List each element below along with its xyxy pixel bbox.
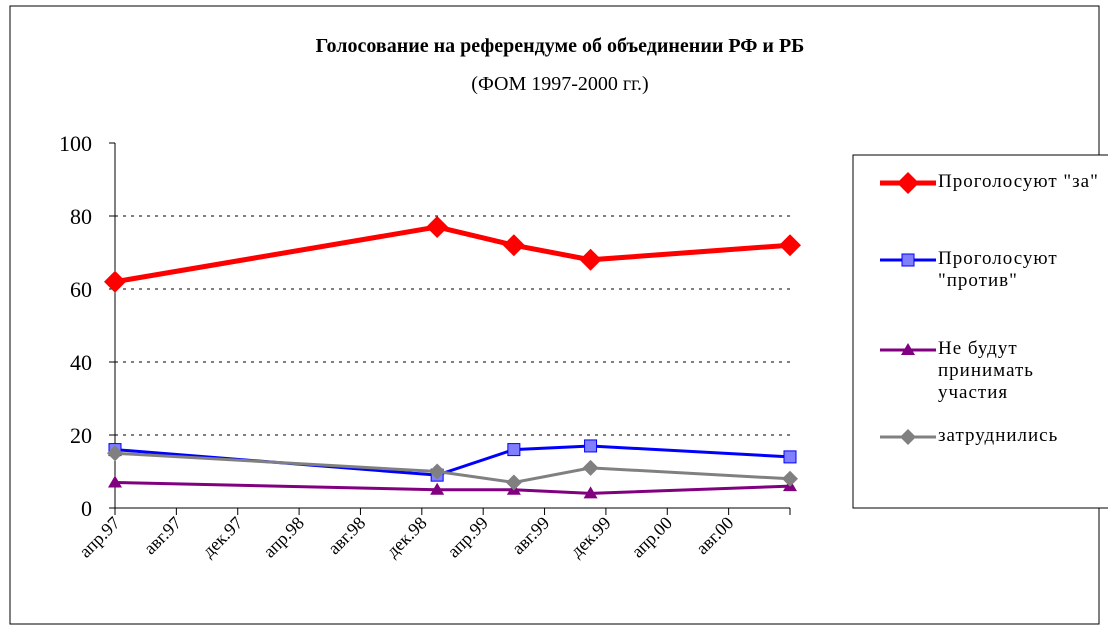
legend-label: Не будут принимать участия xyxy=(938,338,1034,403)
legend-label: затруднились xyxy=(938,425,1059,446)
y-tick-label: 0 xyxy=(81,496,92,521)
marker xyxy=(107,445,123,462)
marker xyxy=(901,343,915,355)
marker xyxy=(579,248,602,271)
marker xyxy=(779,234,801,257)
marker xyxy=(430,482,445,495)
marker xyxy=(782,470,798,487)
marker xyxy=(901,253,915,267)
legend-label: Проголосуют "против" xyxy=(938,248,1058,291)
marker xyxy=(108,475,122,488)
marker xyxy=(505,474,522,491)
y-tick-label: 20 xyxy=(70,423,92,448)
y-tick-label: 60 xyxy=(70,277,92,302)
marker xyxy=(104,270,126,293)
y-tick-label: 80 xyxy=(70,204,92,229)
chart-subtitle: (ФОМ 1997-2000 гг.) xyxy=(471,73,648,95)
marker xyxy=(900,429,916,445)
marker xyxy=(426,215,449,238)
marker xyxy=(582,459,599,476)
marker xyxy=(502,234,525,257)
chart-title: Голосование на референдуме об объединени… xyxy=(316,35,805,57)
marker xyxy=(584,439,598,453)
marker xyxy=(429,463,446,480)
y-tick-label: 100 xyxy=(59,131,92,156)
legend-label: Проголосуют "за" xyxy=(938,171,1099,192)
marker xyxy=(783,450,797,464)
y-tick-label: 40 xyxy=(70,350,92,375)
marker xyxy=(507,443,521,457)
marker xyxy=(583,486,598,499)
marker xyxy=(897,172,919,194)
legend-box xyxy=(852,154,1108,509)
